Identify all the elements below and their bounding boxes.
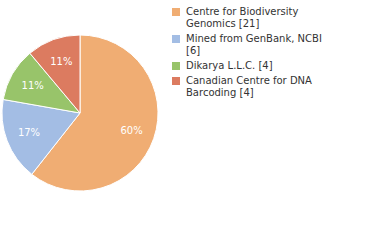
html-text:Canadian Centre for DNA Barcod: Canadian Centre for DNA Barcoding [4] [186, 75, 312, 98]
svg-text:17%: 17% [18, 127, 40, 138]
html-text:Mined from GenBank, NCBI [6]: Mined from GenBank, NCBI [6] [186, 33, 322, 56]
html-text:Dikarya L.L.C. [4]: Dikarya L.L.C. [4] [186, 60, 273, 71]
html-text:Centre for Biodiversity Genomi: Centre for Biodiversity Genomics [21] [186, 6, 299, 29]
svg-text:11%: 11% [50, 56, 72, 67]
svg-text:60%: 60% [120, 125, 142, 136]
svg-text:11%: 11% [22, 80, 44, 91]
